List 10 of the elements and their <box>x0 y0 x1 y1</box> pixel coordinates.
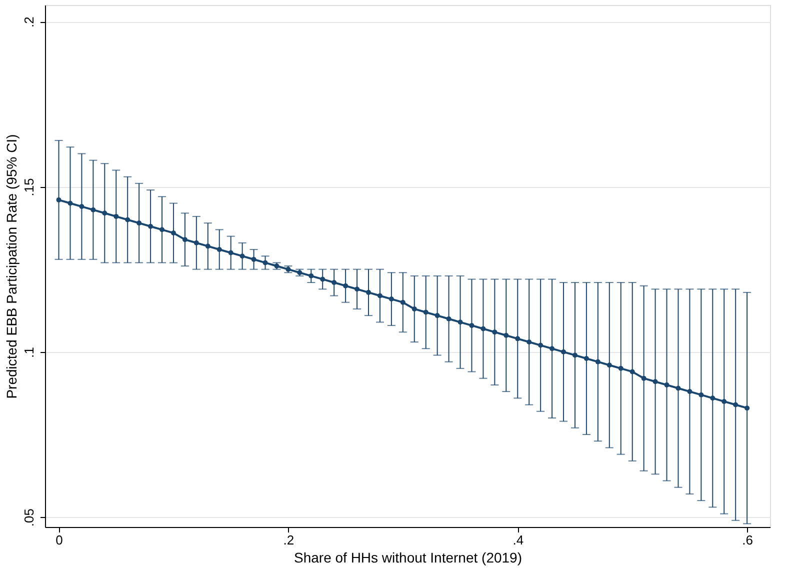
x-tick-label: .2 <box>283 532 294 548</box>
x-tick-label: .6 <box>742 532 753 548</box>
x-tick-label: .4 <box>512 532 524 548</box>
x-tick-label: 0 <box>56 532 63 548</box>
x-axis-title: Share of HHs without Internet (2019) <box>294 550 522 566</box>
y-tick-label: .2 <box>22 16 36 28</box>
y-axis-title: Predicted EBB Participation Rate (95% CI) <box>4 134 20 399</box>
y-tick-label: .05 <box>22 508 36 527</box>
y-tick-label: .1 <box>22 346 36 358</box>
y-tick-label: .15 <box>22 178 36 196</box>
